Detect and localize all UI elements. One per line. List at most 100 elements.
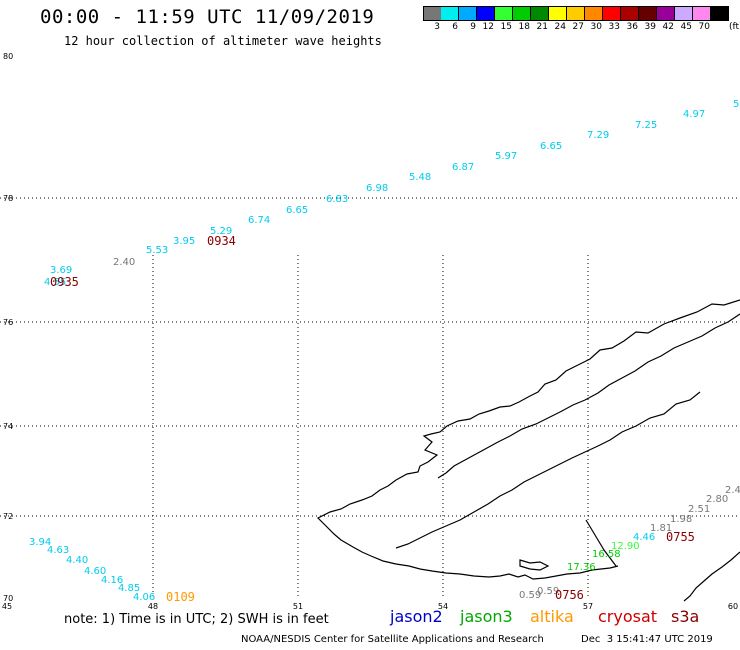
wave-height-label: 2.40 bbox=[113, 257, 135, 268]
scale-tick-label: 24 bbox=[554, 22, 566, 32]
wave-height-label: 4.60 bbox=[84, 566, 106, 577]
scale-bin: 15 bbox=[495, 6, 513, 32]
scale-tick-label: 12 bbox=[482, 22, 494, 32]
wave-height-label: 4.46 bbox=[633, 532, 655, 543]
pass-time-label: 0109 bbox=[166, 590, 195, 604]
coastline-main bbox=[316, 299, 740, 580]
latitude-label: 76 bbox=[3, 318, 13, 327]
scale-swatch bbox=[459, 6, 477, 21]
scale-swatch bbox=[585, 6, 603, 21]
scale-tick-label: 18 bbox=[518, 22, 530, 32]
scale-swatch bbox=[621, 6, 639, 21]
wave-height-label: 3.95 bbox=[173, 236, 195, 247]
wave-height-label: 4.97 bbox=[683, 109, 705, 120]
wave-height-label: 4.63 bbox=[47, 545, 69, 556]
scale-tick-label: 30 bbox=[590, 22, 602, 32]
scale-bin: 27 bbox=[567, 6, 585, 32]
scale-swatch bbox=[603, 6, 621, 21]
wave-height-label: 3.69 bbox=[50, 265, 72, 276]
wave-height-label: 12.90 bbox=[611, 541, 640, 552]
scale-swatch bbox=[495, 6, 513, 21]
wave-height-label: 0.59 bbox=[537, 586, 559, 597]
scale-swatch bbox=[657, 6, 675, 21]
pass-time-label: 0755 bbox=[666, 530, 695, 544]
wave-height-label: 2.51 bbox=[688, 504, 710, 515]
pass-time-label: 0934 bbox=[207, 234, 236, 248]
pass-time-label: 0756 bbox=[555, 588, 584, 602]
wave-height-label: 0.59 bbox=[519, 590, 541, 601]
latitude-label: 78 bbox=[3, 194, 13, 203]
coastline-east bbox=[683, 551, 740, 602]
legend-jason3: jason3 bbox=[460, 607, 513, 626]
wave-height-label: 5 bbox=[733, 99, 739, 110]
scale-tick-label: 3 bbox=[434, 22, 440, 32]
scale-bin: 12 bbox=[477, 6, 495, 32]
scale-tick-label: 70 bbox=[698, 22, 710, 32]
scale-swatch bbox=[441, 6, 459, 21]
page-title: 00:00 - 11:59 UTC 11/09/2019 bbox=[40, 6, 375, 28]
wave-height-label: 4.85 bbox=[118, 583, 140, 594]
scale-swatch bbox=[549, 6, 567, 21]
scale-bin: 39 bbox=[639, 6, 657, 32]
scale-tick-label: 33 bbox=[608, 22, 620, 32]
scale-tick-label: 9 bbox=[470, 22, 476, 32]
wave-height-label: 1.98 bbox=[670, 514, 692, 525]
coastline-island bbox=[519, 559, 550, 571]
scale-swatch bbox=[693, 6, 711, 21]
wave-height-label: 5.48 bbox=[409, 172, 431, 183]
wave-height-label: 16.58 bbox=[592, 549, 621, 560]
scale-tick-label: 15 bbox=[500, 22, 512, 32]
scale-swatch bbox=[639, 6, 657, 21]
scale-bin: 33 bbox=[603, 6, 621, 32]
wave-height-label: 6.65 bbox=[540, 141, 562, 152]
wave-height-label: 5.29 bbox=[210, 226, 232, 237]
scale-bin: 9 bbox=[459, 6, 477, 32]
scale-bin: 42 bbox=[657, 6, 675, 32]
wave-height-label: 5.53 bbox=[146, 245, 168, 256]
scale-bin: 21 bbox=[531, 6, 549, 32]
longitude-label: 48 bbox=[148, 602, 158, 611]
scale-swatch bbox=[567, 6, 585, 21]
scale-bin: 3 bbox=[423, 6, 442, 32]
wave-height-label: 7.25 bbox=[635, 120, 657, 131]
longitude-label: 51 bbox=[293, 602, 303, 611]
wave-height-label: 2.4 bbox=[725, 485, 740, 496]
coastline-inner bbox=[437, 313, 740, 479]
scale-swatch bbox=[513, 6, 531, 21]
scale-swatch bbox=[477, 6, 495, 21]
scale-swatch bbox=[531, 6, 549, 21]
scale-tick-label: 6 bbox=[452, 22, 458, 32]
wave-height-label: 3.94 bbox=[29, 537, 51, 548]
wave-height-label: 6.83 bbox=[326, 194, 348, 205]
wave-height-label: 6.98 bbox=[366, 183, 388, 194]
greenland-coastline bbox=[316, 299, 740, 602]
scale-bin: 6 bbox=[441, 6, 459, 32]
scale-swatch bbox=[711, 6, 729, 21]
pass-time-label: 0935 bbox=[50, 275, 79, 289]
footnote: note: 1) Time is in UTC; 2) SWH is in fe… bbox=[64, 612, 329, 627]
scale-unit-label: (ft) bbox=[729, 22, 740, 32]
longitude-label: 45 bbox=[2, 602, 12, 611]
longitude-label: 54 bbox=[438, 602, 448, 611]
credit-line: NOAA/NESDIS Center for Satellite Applica… bbox=[241, 634, 544, 645]
scale-bin bbox=[711, 6, 729, 21]
coastline-south bbox=[585, 519, 617, 567]
wave-height-label: 2.80 bbox=[706, 494, 728, 505]
wave-height-label: 5.97 bbox=[495, 151, 517, 162]
longitude-label: 60 bbox=[728, 602, 738, 611]
scale-bin: 18 bbox=[513, 6, 531, 32]
wave-height-label: 4.16 bbox=[101, 575, 123, 586]
legend-jason2: jason2 bbox=[390, 607, 443, 626]
scale-tick-label: 42 bbox=[662, 22, 674, 32]
wave-height-label: 6.87 bbox=[452, 162, 474, 173]
wave-height-color-scale: 3 6 9 12 15 18 21 24 27 30 33 36 39 42 45 70 bbox=[423, 6, 729, 32]
scale-tick-label: 21 bbox=[536, 22, 548, 32]
latitude-label: 70 bbox=[3, 594, 13, 603]
generated-timestamp: Dec 3 15:41:47 UTC 2019 bbox=[581, 634, 713, 645]
scale-bin: 45 bbox=[675, 6, 693, 32]
wave-height-label: 6.74 bbox=[248, 215, 270, 226]
latitude-label: 80 bbox=[3, 52, 13, 61]
legend-altika: altika bbox=[530, 607, 574, 626]
